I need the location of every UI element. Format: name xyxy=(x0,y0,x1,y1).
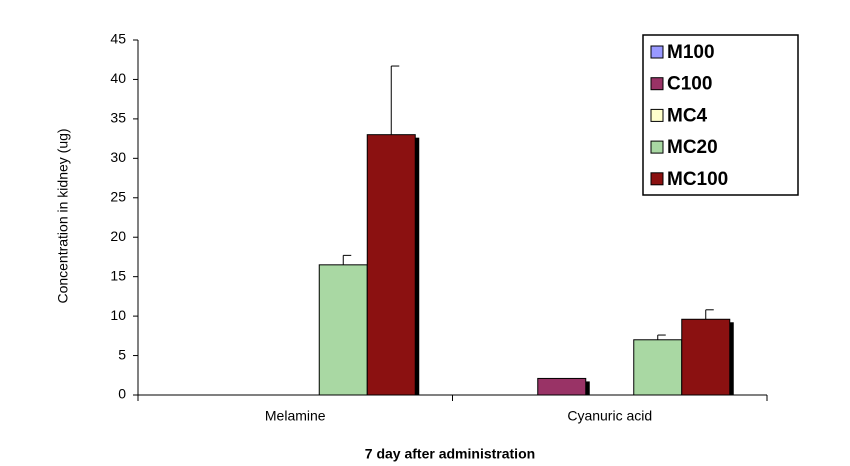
legend-label: C100 xyxy=(667,74,712,95)
y-tick-label: 35 xyxy=(110,110,126,126)
legend-label: MC100 xyxy=(667,169,728,190)
bar xyxy=(366,134,416,396)
y-tick-label: 10 xyxy=(110,307,126,323)
y-tick-label: 15 xyxy=(110,267,126,283)
y-tick-label: 5 xyxy=(118,346,126,362)
legend-swatch xyxy=(650,45,664,59)
bar xyxy=(537,377,587,396)
y-tick-label: 40 xyxy=(110,70,126,86)
legend-swatch xyxy=(650,172,664,186)
y-tick-label: 0 xyxy=(118,386,126,402)
y-tick-label: 30 xyxy=(110,149,126,165)
y-axis-title: Concentration in kidney (ug) xyxy=(55,128,71,303)
legend-label: M100 xyxy=(667,42,715,63)
legend-label: MC20 xyxy=(667,137,718,158)
y-tick-label: 45 xyxy=(110,31,126,47)
bar xyxy=(318,264,368,396)
x-axis-title: 7 day after administration xyxy=(365,446,535,462)
bar xyxy=(633,339,683,396)
legend-swatch xyxy=(650,140,664,154)
legend-box xyxy=(642,34,799,196)
x-tick-label: Melamine xyxy=(265,408,326,424)
legend-swatch xyxy=(650,108,664,122)
bar xyxy=(681,318,731,396)
y-tick-label: 20 xyxy=(110,228,126,244)
legend-swatch xyxy=(650,77,664,91)
legend-label: MC4 xyxy=(667,105,708,126)
x-tick-label: Cyanuric acid xyxy=(567,408,652,424)
y-tick-label: 25 xyxy=(110,188,126,204)
